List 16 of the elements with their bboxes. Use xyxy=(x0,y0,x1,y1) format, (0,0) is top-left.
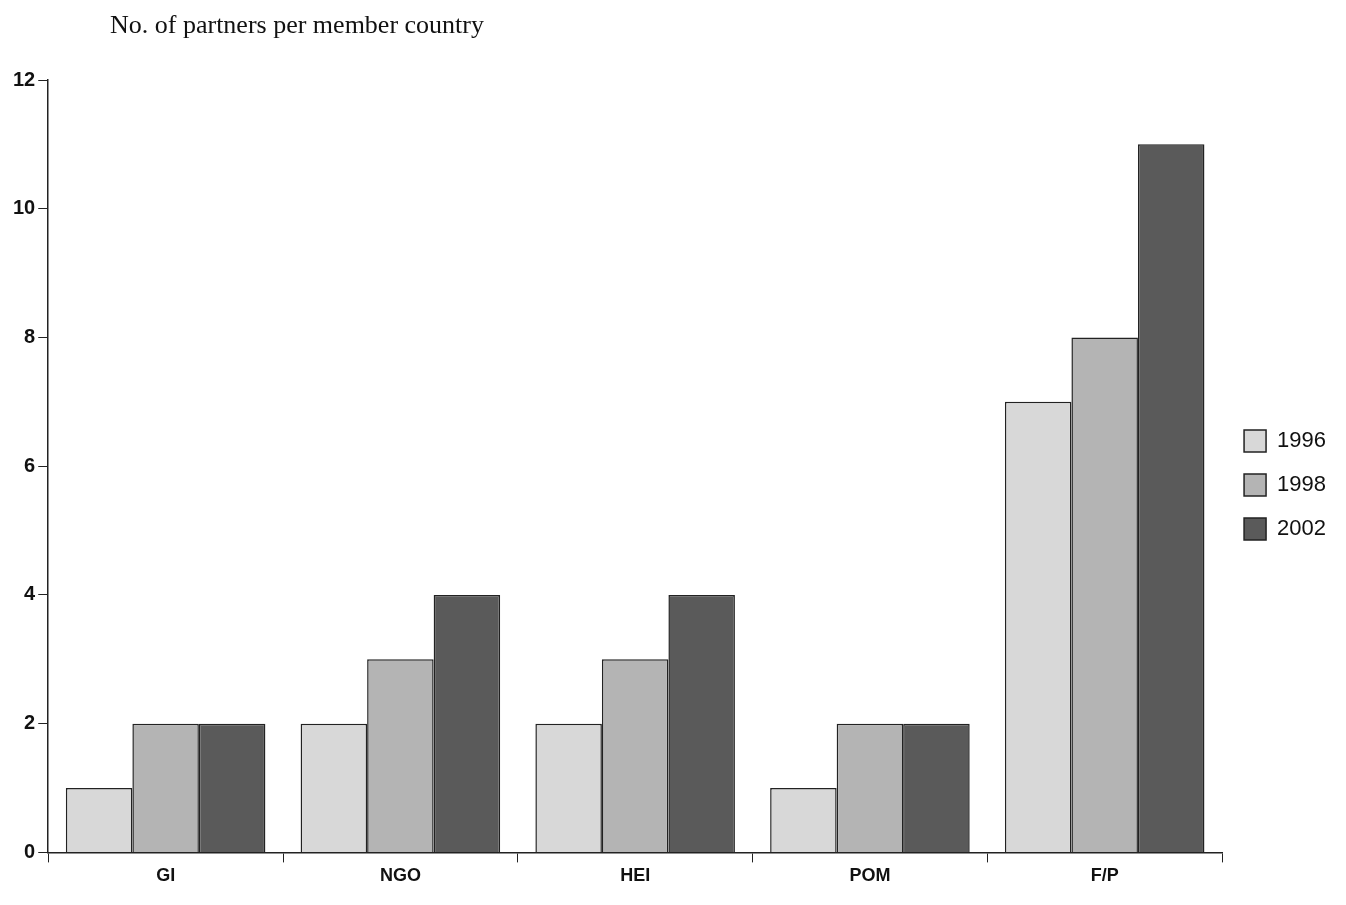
legend-label: 2002 xyxy=(1277,515,1327,541)
y-axis-title: No. of partners per member country xyxy=(110,10,484,40)
x-tick-label: POM xyxy=(849,865,891,886)
legend-label: 1998 xyxy=(1277,471,1327,497)
y-tick-label: 0 xyxy=(24,839,36,862)
y-tick-label: 6 xyxy=(24,453,36,476)
y-tick-label: 12 xyxy=(13,67,36,90)
y-tick-label: 2 xyxy=(24,711,36,734)
y-tick-label: 8 xyxy=(24,324,36,347)
y-tick-label: 10 xyxy=(13,196,36,219)
y-tick-label: 4 xyxy=(24,582,37,605)
x-tick-label: NGO xyxy=(379,865,421,886)
legend-label: 1996 xyxy=(1277,427,1327,453)
x-tick-label: GI xyxy=(156,865,176,886)
x-tick-label: HEI xyxy=(620,865,651,886)
x-tick-label: F/P xyxy=(1090,865,1119,886)
